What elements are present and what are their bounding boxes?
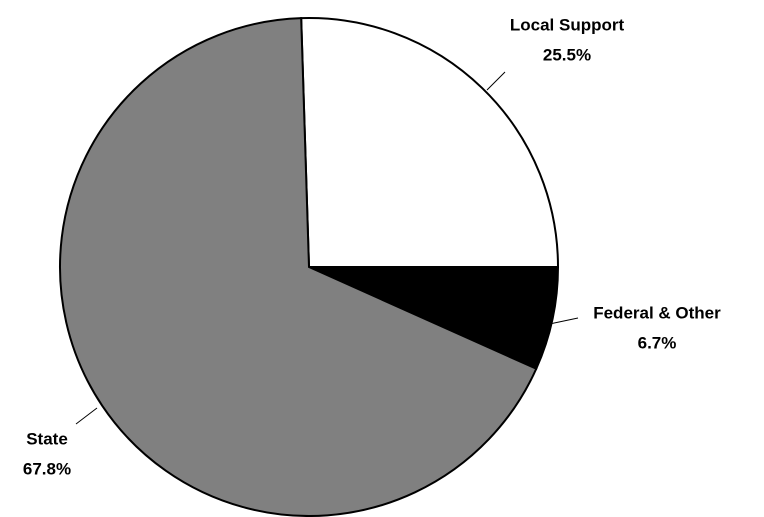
slice-label: Local Support	[510, 15, 625, 34]
slice-value-label: 25.5%	[543, 45, 591, 64]
slice-label: State	[26, 429, 68, 448]
slice-value-label: 67.8%	[23, 459, 71, 478]
slice-value-label: 6.7%	[638, 333, 677, 352]
leader-line	[539, 317, 579, 327]
leader-line	[75, 407, 98, 425]
slice-label: Federal & Other	[593, 303, 721, 322]
pie-slice	[59, 17, 538, 517]
leader-line	[486, 71, 506, 91]
pie-slice	[300, 17, 560, 268]
